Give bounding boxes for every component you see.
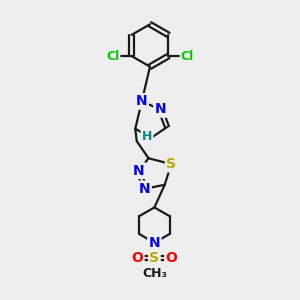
Text: S: S [149, 251, 159, 265]
Text: Cl: Cl [181, 50, 194, 63]
Text: CH₃: CH₃ [142, 267, 167, 280]
Text: H: H [142, 130, 152, 143]
Text: O: O [166, 251, 177, 265]
Text: S: S [166, 157, 176, 171]
Text: N: N [133, 164, 145, 178]
Text: N: N [154, 102, 166, 116]
Text: N: N [139, 182, 151, 196]
Text: Cl: Cl [106, 50, 119, 63]
Text: O: O [131, 251, 143, 265]
Text: N: N [148, 236, 160, 250]
Text: N: N [136, 94, 148, 108]
